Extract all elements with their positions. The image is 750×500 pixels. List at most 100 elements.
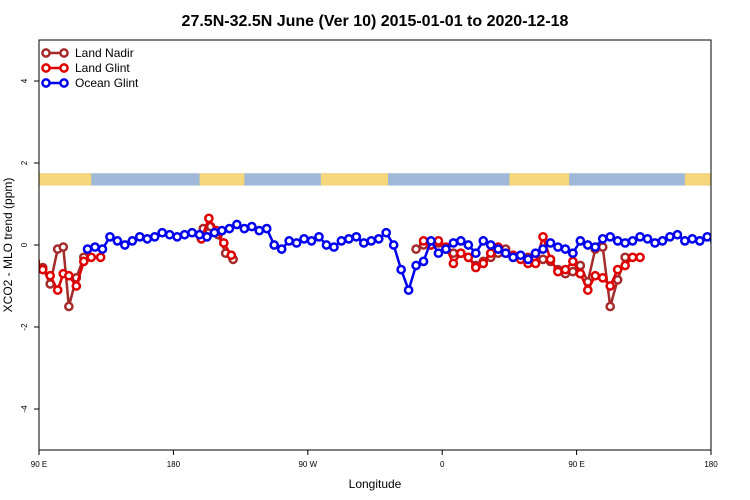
data-point xyxy=(351,231,362,242)
data-point xyxy=(627,236,638,246)
data-point xyxy=(82,244,93,254)
x-tick-label: 180 xyxy=(704,460,718,469)
x-axis-label: Longitude xyxy=(349,477,402,491)
data-point xyxy=(224,223,235,234)
legend-label: Ocean Glint xyxy=(75,76,139,90)
data-point xyxy=(456,248,466,259)
data-point xyxy=(433,236,444,246)
y-tick-label: 4 xyxy=(20,78,29,83)
data-point xyxy=(90,242,100,252)
data-point xyxy=(112,236,123,246)
data-point xyxy=(620,260,630,271)
plot-frame xyxy=(38,39,712,451)
data-point xyxy=(269,240,280,250)
data-point xyxy=(358,238,369,248)
data-point xyxy=(58,242,69,252)
data-point xyxy=(194,229,205,240)
data-point xyxy=(39,264,48,275)
data-point xyxy=(164,229,175,240)
data-point xyxy=(560,244,571,254)
data-point xyxy=(64,301,74,312)
data-point xyxy=(45,270,56,281)
data-point xyxy=(239,223,250,234)
data-point xyxy=(470,262,481,273)
data-point xyxy=(95,252,106,263)
data-point xyxy=(597,234,608,244)
data-point xyxy=(493,244,504,254)
data-point xyxy=(321,240,332,250)
data-point xyxy=(642,234,653,244)
legend-label: Land Nadir xyxy=(75,46,134,60)
data-point xyxy=(142,234,153,244)
data-point xyxy=(127,236,138,246)
legend-swatch-point xyxy=(41,48,51,58)
data-point xyxy=(485,240,496,250)
data-point xyxy=(373,234,384,244)
data-point xyxy=(620,238,630,248)
data-point xyxy=(665,231,675,242)
data-point xyxy=(709,237,711,244)
data-point xyxy=(344,234,354,244)
data-point xyxy=(470,248,481,259)
data-point xyxy=(530,258,541,269)
y-tick-label: 0 xyxy=(20,242,29,247)
land-band-segment xyxy=(199,173,245,186)
data-point xyxy=(71,281,82,291)
data-point xyxy=(605,281,616,291)
data-point xyxy=(582,285,593,295)
data-point xyxy=(441,244,451,254)
plot-area xyxy=(39,173,711,312)
data-point xyxy=(388,240,399,250)
data-point xyxy=(232,219,242,230)
data-point xyxy=(105,231,115,242)
data-point xyxy=(635,252,645,263)
data-point xyxy=(515,250,526,261)
land-band-segment xyxy=(320,173,389,186)
legend-label: Land Glint xyxy=(75,61,130,75)
data-point xyxy=(418,236,429,246)
data-point xyxy=(187,227,197,238)
y-tick-label: 2 xyxy=(20,160,29,165)
data-point xyxy=(568,266,578,277)
data-point xyxy=(52,285,63,295)
data-point xyxy=(403,285,414,295)
data-point xyxy=(538,254,548,265)
data-point xyxy=(612,236,623,246)
data-point xyxy=(97,244,108,254)
land-band-segment xyxy=(509,173,570,186)
data-point xyxy=(605,301,616,312)
data-point xyxy=(545,238,556,248)
data-point xyxy=(246,221,257,232)
legend-item: Land Glint xyxy=(41,61,130,75)
data-point xyxy=(523,254,533,265)
y-axis: 4 2 0 -2 -4 xyxy=(20,78,39,413)
data-point xyxy=(500,248,511,259)
x-tick-label: 90 W xyxy=(298,460,317,469)
data-point xyxy=(575,268,586,279)
x-tick-label: 90 E xyxy=(31,460,47,469)
data-point xyxy=(39,258,41,265)
data-point xyxy=(276,244,287,254)
data-point xyxy=(694,236,705,246)
data-point xyxy=(530,248,541,259)
data-point xyxy=(299,234,309,244)
x-axis: 90 E 180 90 W 0 90 E 180 xyxy=(31,450,718,469)
data-point xyxy=(597,242,608,252)
land-band-segment xyxy=(684,173,711,186)
data-point xyxy=(575,236,586,246)
data-point xyxy=(336,236,347,246)
surface-band xyxy=(39,173,711,186)
x-tick-label: 0 xyxy=(440,460,445,469)
data-point xyxy=(179,229,190,240)
data-point xyxy=(411,244,421,254)
data-point xyxy=(78,256,89,267)
data-point xyxy=(605,231,616,242)
data-point xyxy=(254,225,265,236)
land-band-segment xyxy=(39,173,92,186)
data-point xyxy=(672,229,683,240)
data-point xyxy=(568,248,578,259)
data-point xyxy=(261,223,272,234)
data-point xyxy=(597,272,608,283)
data-point xyxy=(134,231,145,242)
data-point xyxy=(149,231,160,242)
